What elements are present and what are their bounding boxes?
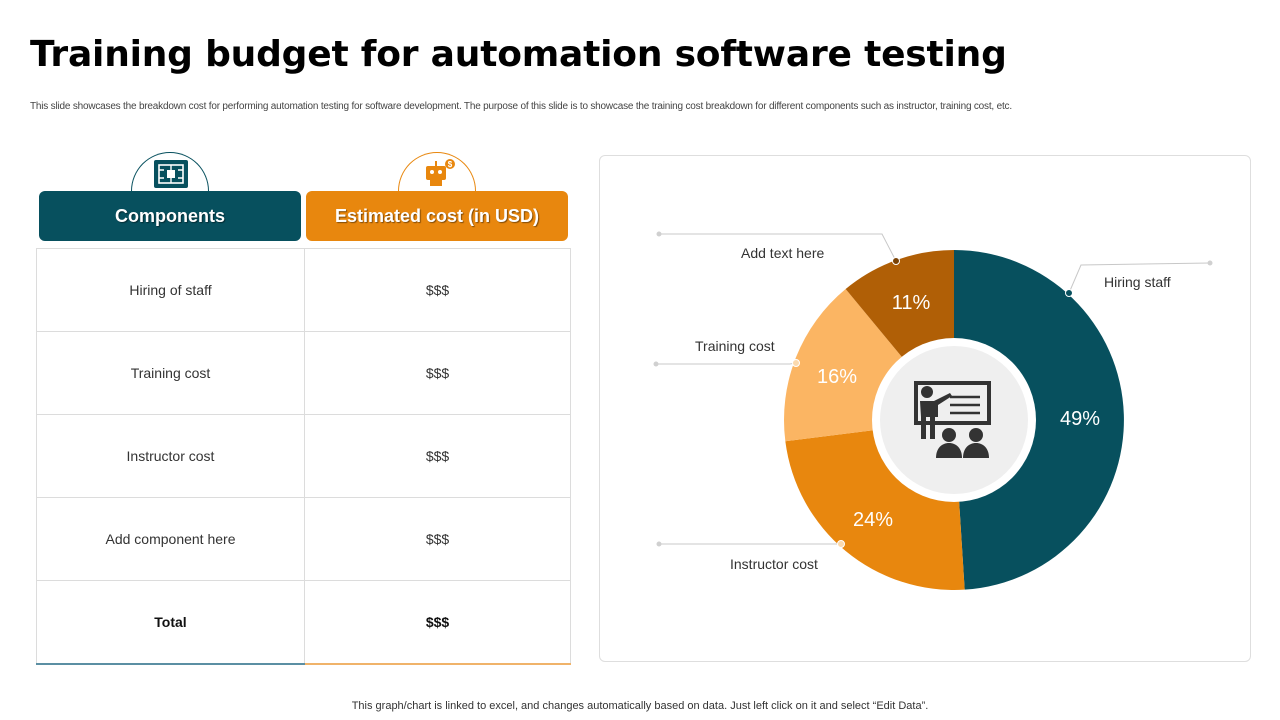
pie-slice[interactable] — [954, 250, 1124, 590]
circuit-board-icon — [154, 160, 188, 188]
leader-line — [1068, 262, 1211, 294]
cost-header-badge: $ — [398, 152, 476, 192]
slice-percent-label: 24% — [853, 509, 893, 531]
category-label: Instructor cost — [730, 556, 818, 572]
leader-line — [656, 362, 797, 365]
component-cell: Hiring of staff — [36, 248, 305, 332]
total-row: Total $$$ — [36, 580, 571, 665]
leader-end-dot — [1207, 260, 1213, 266]
total-cost-cell: $$$ — [304, 580, 571, 665]
donut-chart[interactable]: 49% 24% 16% 11% Hiring staff Instructor … — [600, 156, 1252, 663]
cost-cell: $$$ — [304, 331, 571, 415]
table-row: Training cost $$$ — [36, 331, 571, 415]
cost-cell: $$$ — [304, 414, 571, 498]
category-label: Hiring staff — [1104, 274, 1171, 290]
total-label-cell: Total — [36, 580, 305, 665]
svg-text:$: $ — [448, 160, 453, 169]
slice-percent-label: 11% — [892, 292, 931, 314]
presentation-classroom-icon — [914, 381, 991, 458]
cost-column-header: Estimated cost (in USD) — [306, 191, 568, 241]
leader-line — [659, 233, 897, 262]
leader-dot — [892, 257, 900, 265]
chart-panel[interactable]: 49% 24% 16% 11% Hiring staff Instructor … — [599, 155, 1251, 662]
leader-dot — [1065, 289, 1073, 297]
component-cell: Training cost — [36, 331, 305, 415]
component-cell: Instructor cost — [36, 414, 305, 498]
component-cell: Add component here — [36, 497, 305, 581]
slice-percent-label: 49% — [1060, 408, 1100, 430]
slice-percent-label: 16% — [817, 366, 857, 388]
components-header-badge — [131, 152, 209, 192]
robot-money-icon: $ — [426, 159, 455, 186]
footnote: This graph/chart is linked to excel, and… — [351, 700, 929, 712]
table-row: Hiring of staff $$$ — [36, 248, 571, 332]
leader-lines — [653, 231, 1213, 548]
components-column-header: Components — [39, 191, 301, 241]
leader-end-dot — [656, 541, 662, 547]
cost-cell: $$$ — [304, 497, 571, 581]
table-row: Instructor cost $$$ — [36, 414, 571, 498]
table-row: Add component here $$$ — [36, 497, 571, 581]
page-title: Training budget for automation software … — [30, 34, 1007, 75]
category-label: Training cost — [695, 338, 775, 354]
leader-end-dot — [656, 231, 662, 237]
cost-cell: $$$ — [304, 248, 571, 332]
page-subtitle: This slide showcases the breakdown cost … — [30, 101, 1012, 112]
budget-table: Hiring of staff $$$ Training cost $$$ In… — [36, 248, 571, 665]
leader-dot — [792, 359, 800, 367]
leader-end-dot — [653, 361, 659, 367]
category-label: Add text here — [741, 245, 824, 261]
leader-dot — [837, 540, 845, 548]
